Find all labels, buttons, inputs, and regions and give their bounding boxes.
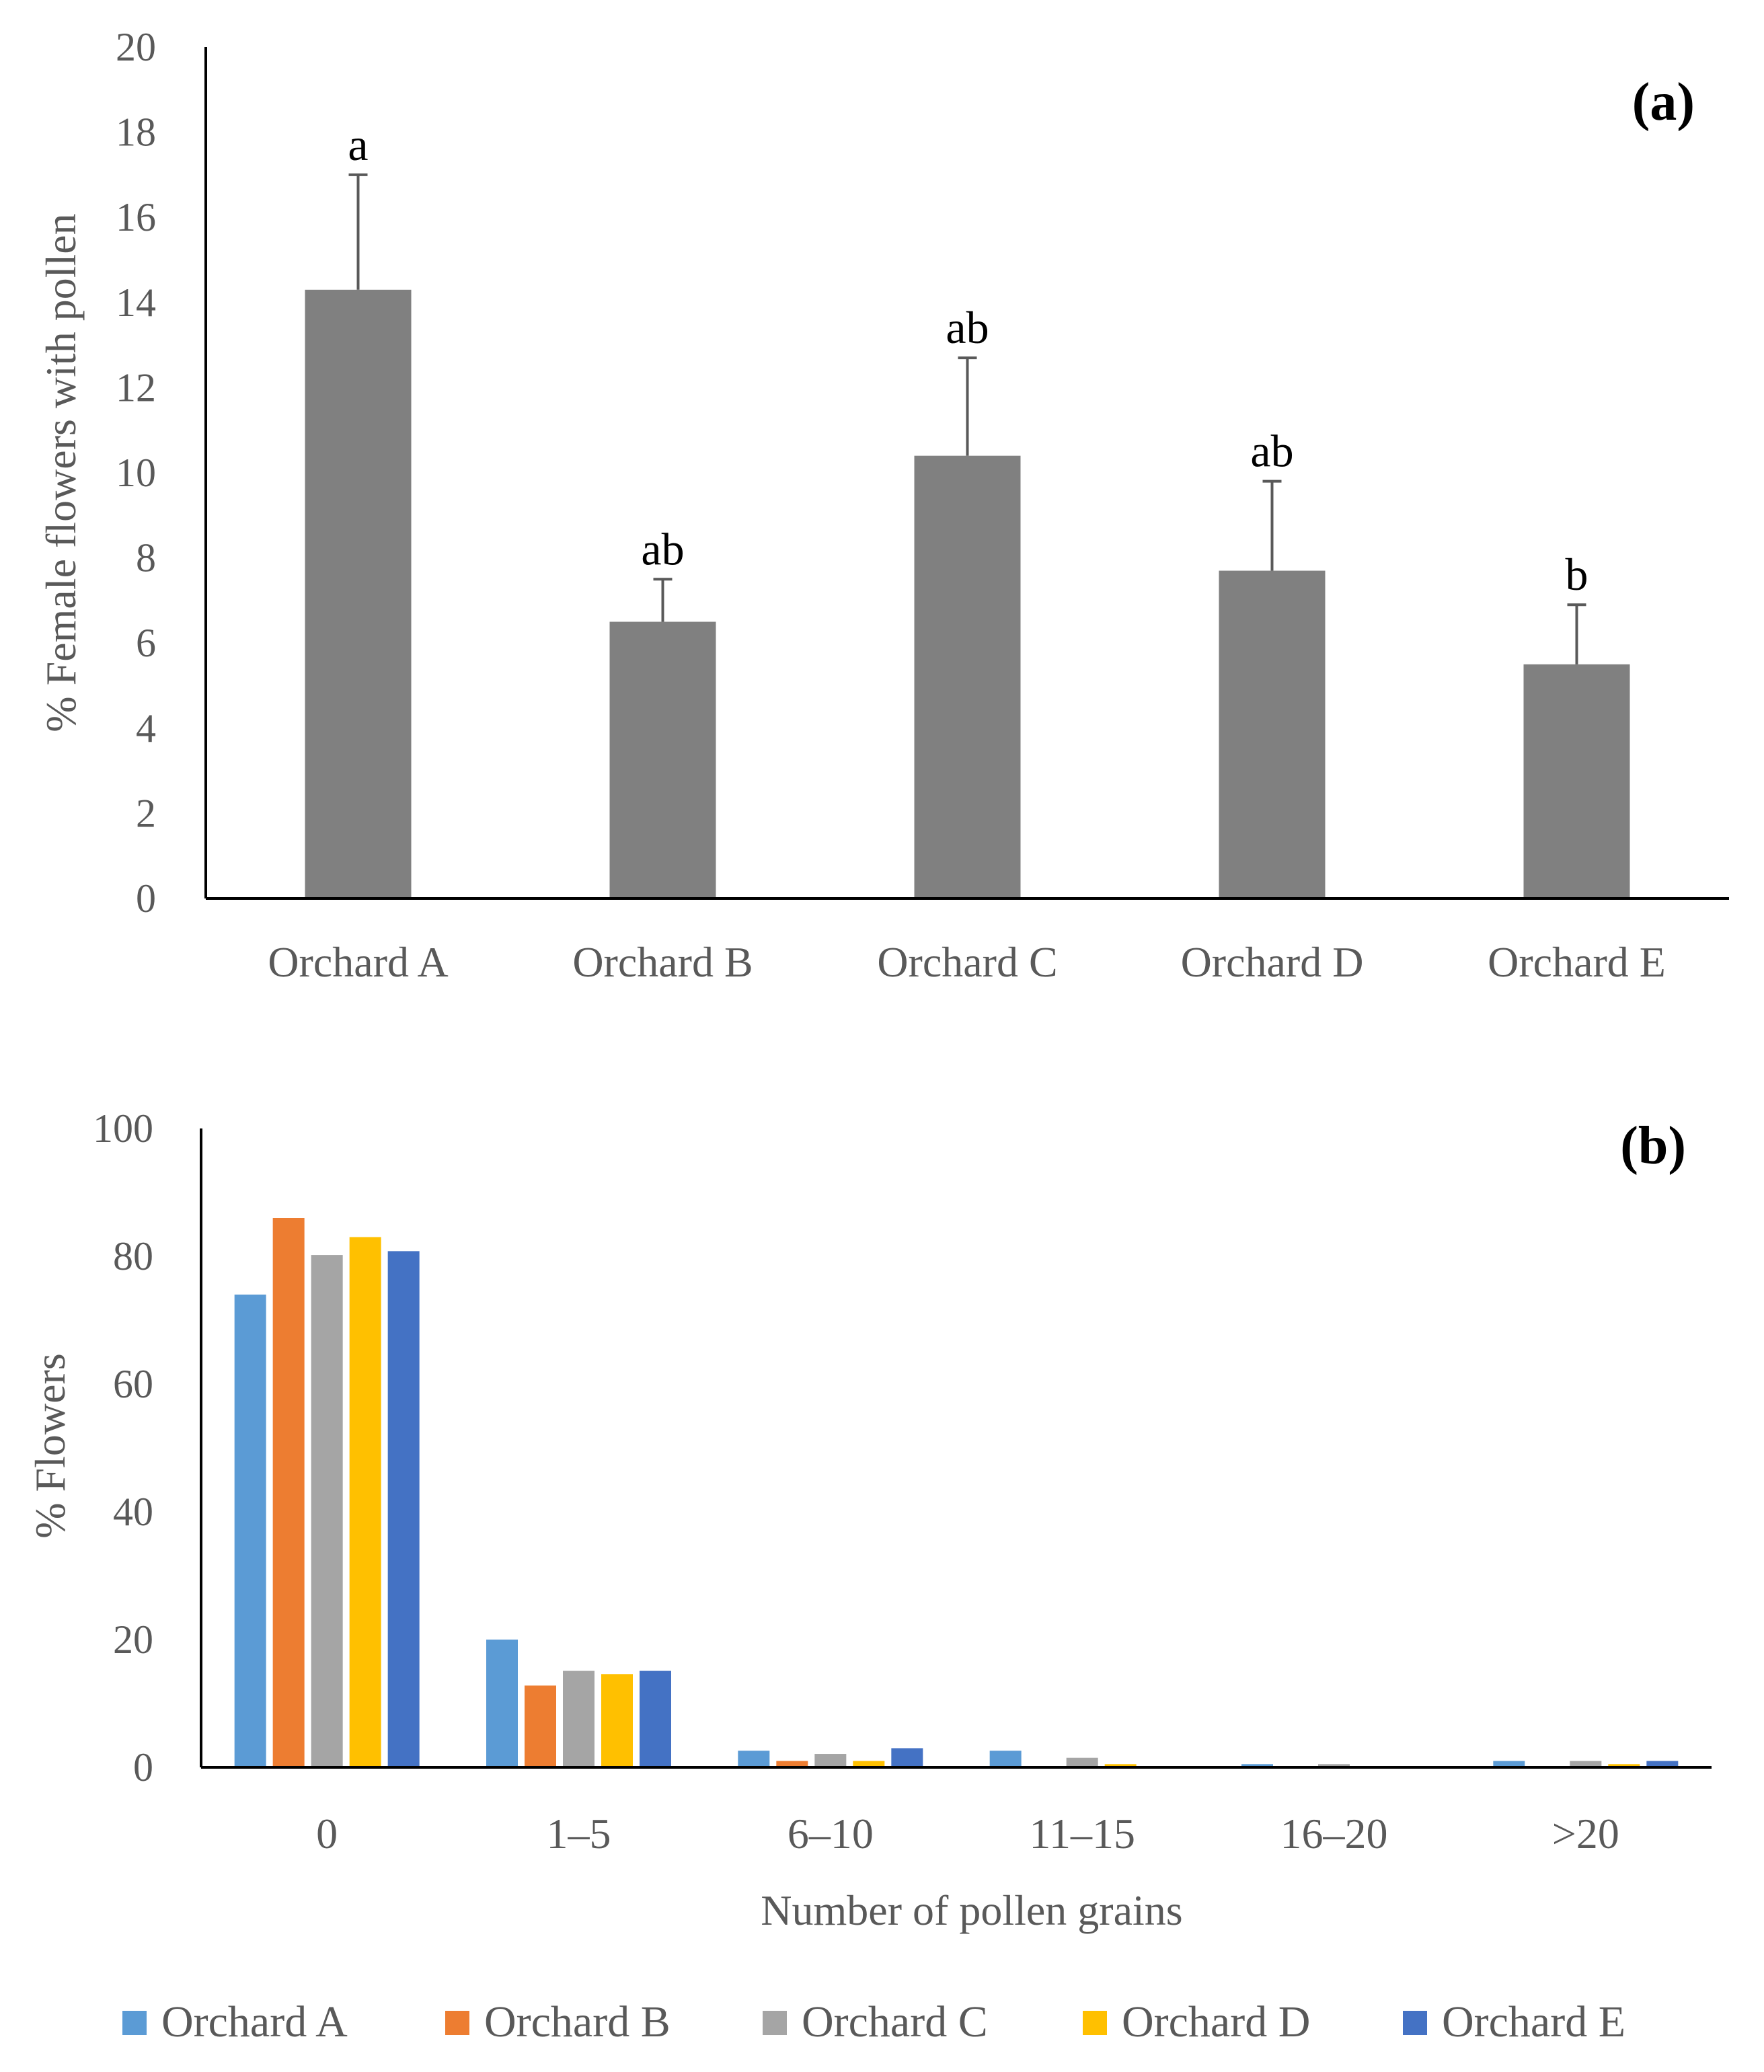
y-tick-label-b: 20 <box>113 1617 153 1662</box>
significance-letter-a: ab <box>641 523 684 574</box>
y-tick-label-a: 8 <box>136 536 156 580</box>
bars-b <box>234 1218 1679 1767</box>
bar-b <box>1241 1764 1273 1767</box>
x-category-label-b: 6–10 <box>788 1810 874 1857</box>
x-category-label-a: Orchard A <box>268 938 448 986</box>
x-category-label-b: 1–5 <box>547 1810 611 1857</box>
bar-b <box>349 1237 381 1767</box>
y-tick-label-a: 20 <box>116 25 156 69</box>
x-category-label-a: Orchard E <box>1488 938 1666 986</box>
x-category-labels-b: 0 1–5 6–10 11–15 16–20 >20 <box>316 1810 1619 1857</box>
y-axis-title-b: % Flowers <box>26 1353 74 1539</box>
bar-b <box>311 1255 343 1767</box>
y-tick-label-b: 100 <box>93 1106 153 1151</box>
bar-b <box>1570 1761 1602 1767</box>
bar-a <box>1219 570 1326 898</box>
bar-b <box>814 1754 847 1767</box>
legend-swatch <box>122 2011 147 2035</box>
bar-b <box>1318 1764 1350 1767</box>
bar-b <box>891 1748 923 1767</box>
legend-label: Orchard E <box>1442 1997 1625 2046</box>
legend-swatch <box>1083 2011 1107 2035</box>
legend-label: Orchard C <box>802 1997 988 2046</box>
y-tick-label-a: 14 <box>116 280 156 325</box>
y-axis-title-a: % Female flowers with pollen <box>37 213 85 732</box>
legend-label: Orchard A <box>161 1997 348 2046</box>
bar-b <box>525 1685 556 1767</box>
bar-a <box>609 621 716 898</box>
bar-b <box>776 1761 808 1767</box>
panel-label-a: (a) <box>1632 73 1695 132</box>
significance-letter-a: ab <box>1250 426 1293 477</box>
y-tick-label-a: 0 <box>136 876 156 921</box>
y-tick-label-a: 16 <box>116 195 156 239</box>
bar-b <box>601 1674 633 1767</box>
bar-b <box>1608 1764 1640 1767</box>
bar-b <box>1493 1761 1525 1767</box>
significance-letter-a: ab <box>946 302 989 353</box>
error-bars-a <box>348 173 1586 664</box>
legend-label: Orchard B <box>484 1997 670 2046</box>
y-tick-label-a: 4 <box>136 706 156 751</box>
significance-letter-a: b <box>1566 549 1588 600</box>
bar-b <box>1104 1764 1137 1767</box>
bar-b <box>738 1751 770 1767</box>
legend-swatch <box>445 2011 469 2035</box>
x-category-label-a: Orchard D <box>1181 938 1364 986</box>
bar-a <box>914 455 1021 898</box>
x-category-label-b: 11–15 <box>1029 1810 1135 1857</box>
y-tick-label-b: 40 <box>113 1490 153 1534</box>
bar-b <box>272 1218 305 1767</box>
x-category-label-b: 16–20 <box>1280 1810 1388 1857</box>
x-category-label-b: >20 <box>1552 1810 1619 1857</box>
y-tick-label-a: 10 <box>116 451 156 495</box>
bar-a <box>305 289 412 898</box>
bar-b <box>486 1640 518 1767</box>
bar-b <box>640 1671 671 1767</box>
bar-b <box>234 1295 266 1767</box>
panel-label-b: (b) <box>1620 1116 1686 1176</box>
y-tick-label-b: 80 <box>113 1234 153 1278</box>
bar-b <box>563 1671 595 1767</box>
bar-b <box>989 1751 1022 1767</box>
x-category-label-b: 0 <box>316 1810 338 1857</box>
legend-swatch <box>763 2011 787 2035</box>
x-category-label-a: Orchard C <box>877 938 1057 986</box>
legend-swatch <box>1403 2011 1427 2035</box>
y-axis-ticks-a: 0 2 4 6 8 10 12 14 16 18 20 <box>116 25 156 921</box>
legend-label: Orchard D <box>1122 1997 1310 2046</box>
y-tick-label-b: 0 <box>133 1745 153 1790</box>
bar-b <box>1066 1757 1098 1767</box>
bars-a <box>305 289 1630 898</box>
bar-a <box>1523 664 1630 898</box>
bar-b <box>1646 1761 1679 1767</box>
x-category-labels-a: Orchard A Orchard B Orchard C Orchard D Orch… <box>268 938 1666 986</box>
y-tick-label-a: 18 <box>116 110 156 155</box>
bar-b <box>853 1761 885 1767</box>
significance-letter-a: a <box>348 119 368 170</box>
x-category-label-a: Orchard B <box>572 938 753 986</box>
y-tick-label-a: 12 <box>116 365 156 410</box>
y-tick-label-a: 6 <box>136 621 156 665</box>
y-axis-ticks-b: 0 20 40 60 80 100 <box>93 1106 153 1790</box>
legend: Orchard A Orchard B Orchard C Orchard D Orch… <box>122 1997 1625 2046</box>
y-tick-label-b: 60 <box>113 1362 153 1406</box>
chart-panel-b: 0 20 40 60 80 100 0 1–5 6–10 11–15 16–20 >20 % Flo… <box>26 1106 1712 1934</box>
bar-b <box>387 1251 420 1767</box>
y-tick-label-a: 2 <box>136 791 156 835</box>
x-axis-title-b: Number of pollen grains <box>761 1886 1182 1934</box>
significance-letters-a: a ab ab ab b <box>348 119 1588 600</box>
